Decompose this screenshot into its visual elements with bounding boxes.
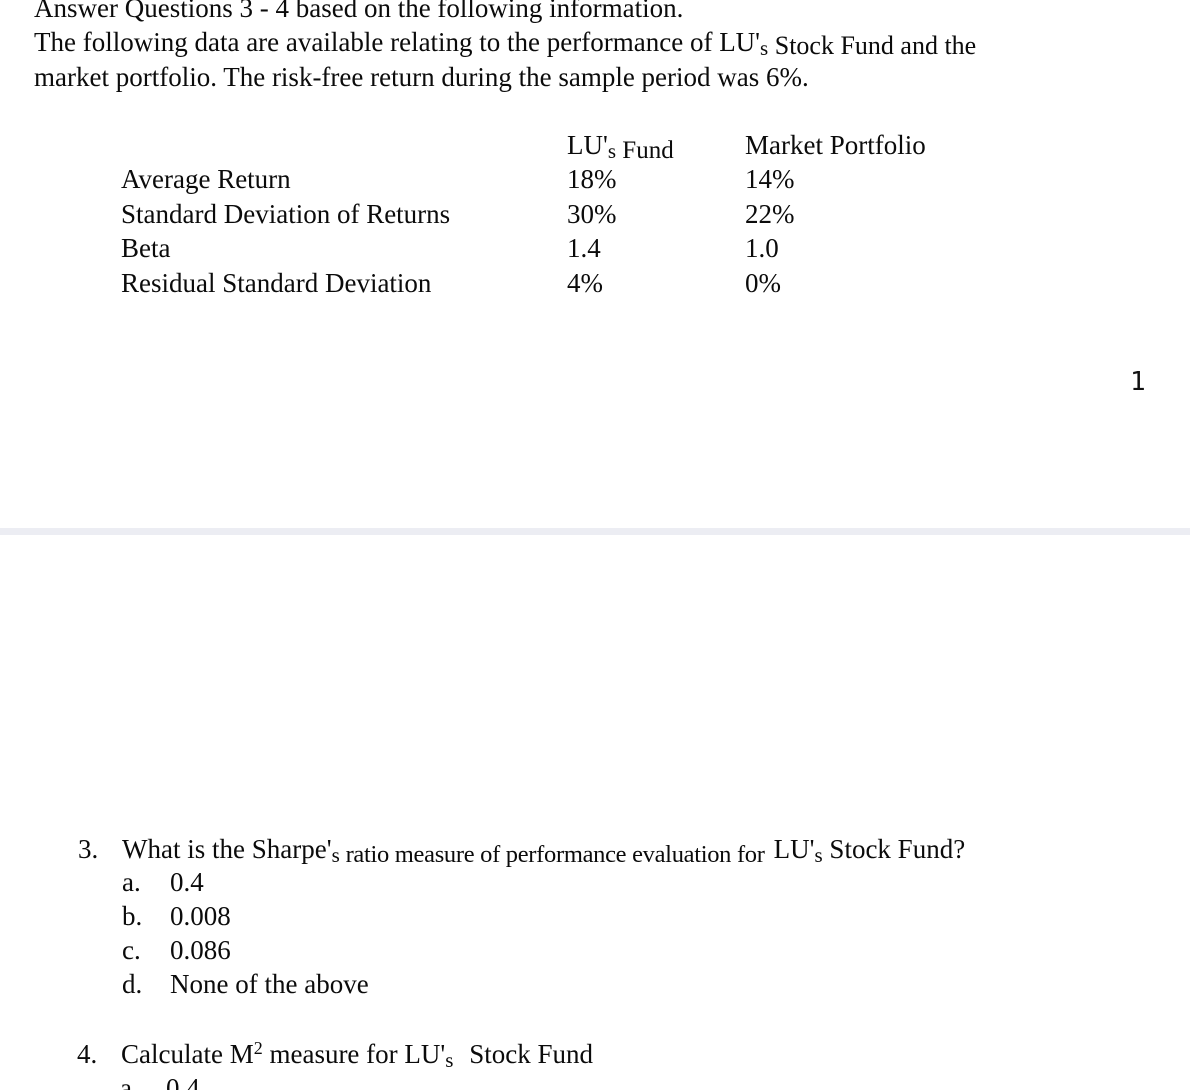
option-letter: b. [122,901,143,931]
q3-part4: Stock Fund? [822,834,966,864]
row-label: Standard Deviation of Returns [121,198,451,229]
question-3-number: 3. [78,834,99,864]
table-row: Average Return 18% 14% [0,162,1190,196]
question-3-option-d: d. None of the above [0,967,1190,1001]
row-label: Residual Standard Deviation [121,267,432,298]
row-label: Average Return [121,164,291,194]
option-text: 0.008 [170,901,231,931]
q3-sub-s-1: s [331,843,340,867]
table-header-fund: LU's Fund [567,128,674,164]
row-fund-value: 1.4 [567,233,601,263]
row-fund-value: 30% [567,198,617,229]
q4-sub-s: s [445,1048,454,1072]
table-row: Residual Standard Deviation 4% 0% [0,266,1190,300]
option-letter: d. [122,969,143,999]
question-3-option-b: b. 0.008 [0,899,1190,933]
table-row: Standard Deviation of Returns 30% 22% [0,197,1190,231]
option-letter: a. [120,1073,139,1090]
intro-line-2-sub-s: s [760,35,769,60]
header-fund-part2: Fund [616,137,674,164]
q3-part3: LU' [773,834,815,864]
option-text: 0.4 [166,1073,200,1090]
intro-line-1: Answer Questions 3 - 4 based on the foll… [34,0,684,23]
intro-line-2: The following data are available relatin… [34,26,976,62]
intro-paragraph: Answer Questions 3 - 4 based on the foll… [34,0,976,95]
q4-superscript-2: 2 [253,1038,263,1058]
q4-part2: measure for LU' [262,1039,446,1069]
option-letter: a. [122,867,141,897]
intro-line-3: market portfolio. The risk-free return d… [34,62,809,92]
page-number: 1 [1130,367,1146,397]
option-text: 0.086 [170,935,231,965]
row-market-value: 0% [745,267,781,298]
question-4-option-a-partial: a. 0.4 [0,1071,1190,1090]
option-text: None of the above [170,969,369,999]
row-market-value: 1.0 [745,233,779,263]
question-3: 3. What is the Sharpe's ratio measure of… [0,832,1190,868]
question-3-option-a: a. 0.4 [0,865,1190,899]
question-4-number: 4. [77,1039,98,1069]
option-letter: c. [122,935,141,965]
q3-sub-s-2: s [814,843,823,867]
table-row: Beta 1.4 1.0 [0,231,1190,265]
header-fund-sub-s: s [607,139,617,163]
row-label: Beta [121,233,171,263]
question-4-text: Calculate M2 measure for LU's Stock Fund [121,1037,593,1074]
question-3-option-c: c. 0.086 [0,933,1190,967]
question-4: 4. Calculate M2 measure for LU's Stock F… [0,1037,1190,1074]
table-header-market: Market Portfolio [745,130,926,160]
q3-part2: ratio measure of performance evaluation … [339,841,765,868]
intro-line-2-part2: Stock Fund and the [768,30,977,60]
question-3-text: What is the Sharpe's ratio measure of pe… [122,832,965,868]
row-fund-value: 4% [567,267,603,298]
row-market-value: 14% [745,164,795,194]
q4-part1: Calculate M [121,1039,254,1069]
table-header-row: LU's Fund Market Portfolio [0,128,1190,164]
intro-line-2-part1: The following data are available relatin… [34,26,761,57]
row-market-value: 22% [745,198,795,229]
q4-part3: Stock Fund [462,1039,593,1069]
row-fund-value: 18% [567,164,617,194]
option-text: 0.4 [170,867,204,897]
page-break-divider [0,528,1190,535]
header-fund-part1: LU' [567,130,608,160]
q3-part1: What is the Sharpe' [122,834,332,864]
